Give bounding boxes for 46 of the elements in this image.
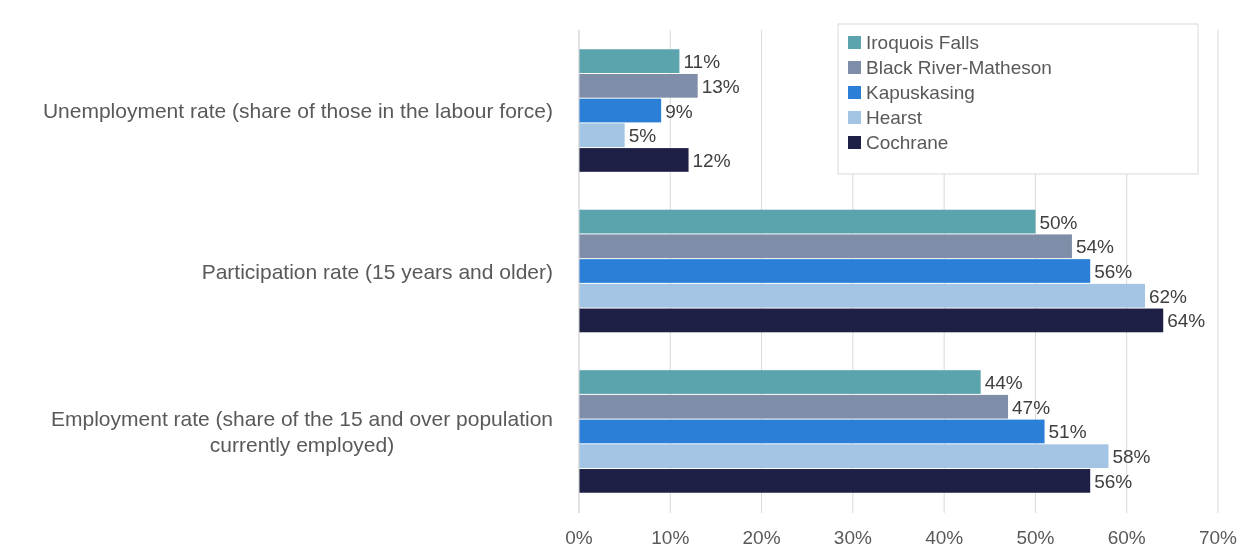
bar: [579, 73, 698, 98]
legend-label: Cochrane: [866, 132, 949, 153]
data-label: 44%: [984, 372, 1023, 394]
bar: [579, 283, 1145, 308]
bar: [579, 148, 689, 172]
legend-label: Iroquois Falls: [866, 32, 979, 53]
data-label: 9%: [665, 100, 693, 122]
bar: [579, 444, 1109, 469]
data-label: 64%: [1167, 310, 1206, 332]
bar: [579, 98, 662, 123]
bar: [579, 469, 1091, 493]
bar: [579, 209, 1036, 234]
bar: [579, 419, 1045, 444]
data-label: 5%: [628, 125, 657, 147]
x-tick-label: 60%: [1107, 527, 1146, 546]
data-label: 11%: [683, 51, 721, 73]
bar: [579, 49, 680, 73]
bar: [579, 394, 1009, 419]
bar: [579, 259, 1091, 283]
x-tick-label: 20%: [742, 527, 781, 546]
legend-label: Black River-Matheson: [866, 57, 1052, 78]
data-label: 50%: [1039, 211, 1078, 233]
x-tick-label: 50%: [1016, 527, 1055, 546]
y-tick-label: Employment rate (share of the 15 and over population currently employed): [51, 406, 554, 456]
data-label: 12%: [692, 149, 731, 171]
legend-label: Hearst: [866, 107, 923, 128]
y-tick-label: Participation rate (15 years and older): [201, 259, 553, 283]
bar: [579, 123, 625, 148]
x-tick-label: 70%: [1198, 527, 1238, 546]
bar: [579, 234, 1072, 259]
x-tick-label: 40%: [925, 527, 964, 546]
y-tick-label: Unemployment rate (share of those in the labour force): [42, 99, 553, 123]
data-label: 13%: [701, 75, 740, 97]
bar: [579, 370, 981, 394]
x-tick-label: 0%: [565, 527, 593, 546]
data-label: 56%: [1094, 470, 1133, 492]
legend-label: Kapuskasing: [866, 82, 975, 103]
data-label: 58%: [1112, 446, 1151, 468]
x-tick-label: 30%: [833, 527, 872, 546]
data-label: 54%: [1075, 236, 1115, 258]
data-label: 56%: [1094, 261, 1133, 282]
data-label: 62%: [1148, 285, 1188, 307]
x-tick-label: 10%: [651, 527, 690, 546]
data-label: 51%: [1048, 421, 1087, 443]
bar: [579, 308, 1164, 333]
data-label: 47%: [1012, 396, 1051, 418]
